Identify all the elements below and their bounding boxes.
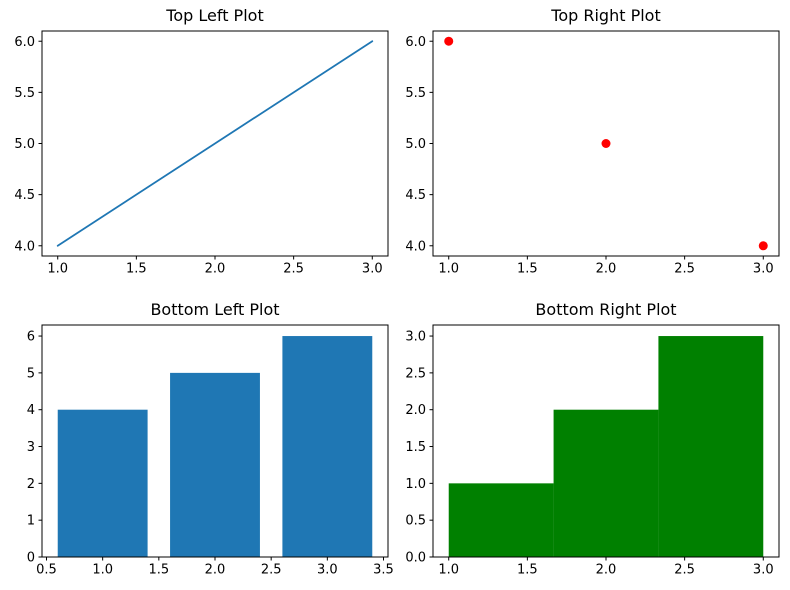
- x-tick-label: 2.0: [205, 262, 226, 277]
- x-tick-label: 2.0: [596, 563, 617, 578]
- subplot-top-right: 1.0 1.5 2.0 2.5 3.0 4.0 4.5 5.0 5.5 6.0 Top Right…: [395, 0, 790, 295]
- y-tick-label: 5.5: [14, 86, 35, 101]
- y-tick-label: 0.5: [405, 514, 426, 529]
- y-tick-label: 6.0: [405, 35, 426, 50]
- y-tick-label: 5: [27, 366, 35, 381]
- bar-rect: [282, 336, 373, 557]
- y-tick-label: 4: [27, 403, 35, 418]
- x-tick-label: 1.5: [126, 262, 147, 277]
- y-tick-label: 4.5: [405, 188, 426, 203]
- x-tick-label: 3.5: [373, 563, 394, 578]
- x-tick-label: 1.0: [438, 563, 459, 578]
- y-tick-label: 4.0: [14, 239, 35, 254]
- bar-rect: [57, 409, 148, 557]
- y-tick-label: 0.0: [405, 551, 426, 566]
- x-tick-label: 3.0: [317, 563, 338, 578]
- x-tick-label: 3.0: [753, 262, 774, 277]
- y-tick-label: 6: [27, 330, 35, 345]
- x-tick-label: 2.0: [205, 563, 226, 578]
- scatter-point: [758, 241, 768, 251]
- y-tick-label: 5.5: [405, 86, 426, 101]
- x-tick-label: 1.5: [148, 563, 169, 578]
- subplot-bottom-left: 0.5 1.0 1.5 2.0 2.5 3.0 3.5 0 1 2 3 4 5 6 Bottom Left…: [0, 295, 395, 590]
- subplot-title-bottom-right: Bottom Right Plot: [535, 300, 677, 319]
- x-tick-label: 2.5: [283, 262, 304, 277]
- subplot-title-top-right: Top Right Plot: [551, 6, 661, 25]
- plot-area-bottom-left-bar-chart: 0.5 1.0 1.5 2.0 2.5 3.0 3.5 0 1 2 3 4 5 6: [27, 324, 394, 578]
- plot-area-top-right-scatter-chart: 1.0 1.5 2.0 2.5 3.0 4.0 4.5 5.0 5.5 6.0: [405, 30, 780, 277]
- x-tick-label: 2.5: [674, 262, 695, 277]
- subplot-title-top-left: Top Left Plot: [166, 6, 264, 25]
- x-tick-label: 1.5: [517, 262, 538, 277]
- x-tick-label: 3.0: [753, 563, 774, 578]
- scatter-point: [601, 139, 611, 148]
- line-series: [56, 40, 374, 247]
- y-tick-label: 4.5: [14, 188, 35, 203]
- x-tick-label: 1.0: [438, 262, 459, 277]
- plot-area-top-left-line-chart: 1.0 1.5 2.0 2.5 3.0 4.0 4.5 5.0 5.5 6.0: [14, 30, 389, 277]
- y-tick-label: 1.5: [405, 440, 426, 455]
- subplot-bottom-right: 1.0 1.5 2.0 2.5 3.0 0.0 0.5 1.0 1.5 2.0 2.5 3.0 Bot…: [395, 295, 790, 590]
- x-tick-label: 1.0: [47, 262, 68, 277]
- subplot-top-left: 1.0 1.5 2.0 2.5 3.0 4.0 4.5 5.0 5.5 6.0 Top Left …: [0, 0, 395, 295]
- y-tick-label: 5.0: [405, 137, 426, 152]
- y-tick-label: 0: [27, 551, 35, 566]
- scatter-point: [444, 36, 454, 46]
- y-tick-label: 4.0: [405, 239, 426, 254]
- x-tick-label: 0.5: [36, 563, 57, 578]
- plot-area-bottom-right-histogram-chart: 1.0 1.5 2.0 2.5 3.0 0.0 0.5 1.0 1.5 2.0 2.5 3.0: [405, 324, 780, 578]
- x-tick-label: 3.0: [362, 262, 383, 277]
- hist-bin: [658, 336, 764, 557]
- hist-bin: [448, 483, 554, 557]
- y-tick-label: 2.5: [405, 366, 426, 381]
- hist-bin: [553, 409, 659, 557]
- y-tick-label: 2: [27, 477, 35, 492]
- x-tick-label: 1.0: [92, 563, 113, 578]
- x-tick-label: 2.5: [261, 563, 282, 578]
- y-tick-label: 1.0: [405, 477, 426, 492]
- x-tick-label: 1.5: [517, 563, 538, 578]
- y-tick-label: 1: [27, 514, 35, 529]
- bar-rect: [170, 372, 260, 557]
- x-tick-label: 2.0: [596, 262, 617, 277]
- y-tick-label: 3.0: [405, 330, 426, 345]
- x-tick-label: 2.5: [674, 563, 695, 578]
- y-tick-label: 5.0: [14, 137, 35, 152]
- y-tick-label: 2.0: [405, 403, 426, 418]
- y-tick-label: 6.0: [14, 35, 35, 50]
- subplot-title-bottom-left: Bottom Left Plot: [150, 300, 280, 319]
- y-tick-label: 3: [27, 440, 35, 455]
